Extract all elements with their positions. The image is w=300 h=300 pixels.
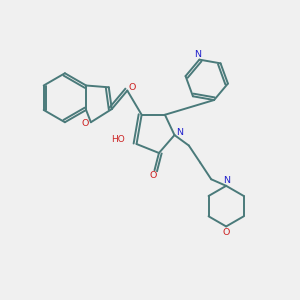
Text: N: N	[223, 176, 230, 185]
Text: HO: HO	[112, 135, 125, 144]
Text: O: O	[149, 171, 157, 180]
Text: O: O	[81, 119, 88, 128]
Text: O: O	[223, 228, 230, 237]
Text: O: O	[129, 83, 136, 92]
Text: N: N	[194, 50, 201, 59]
Text: N: N	[176, 128, 183, 136]
